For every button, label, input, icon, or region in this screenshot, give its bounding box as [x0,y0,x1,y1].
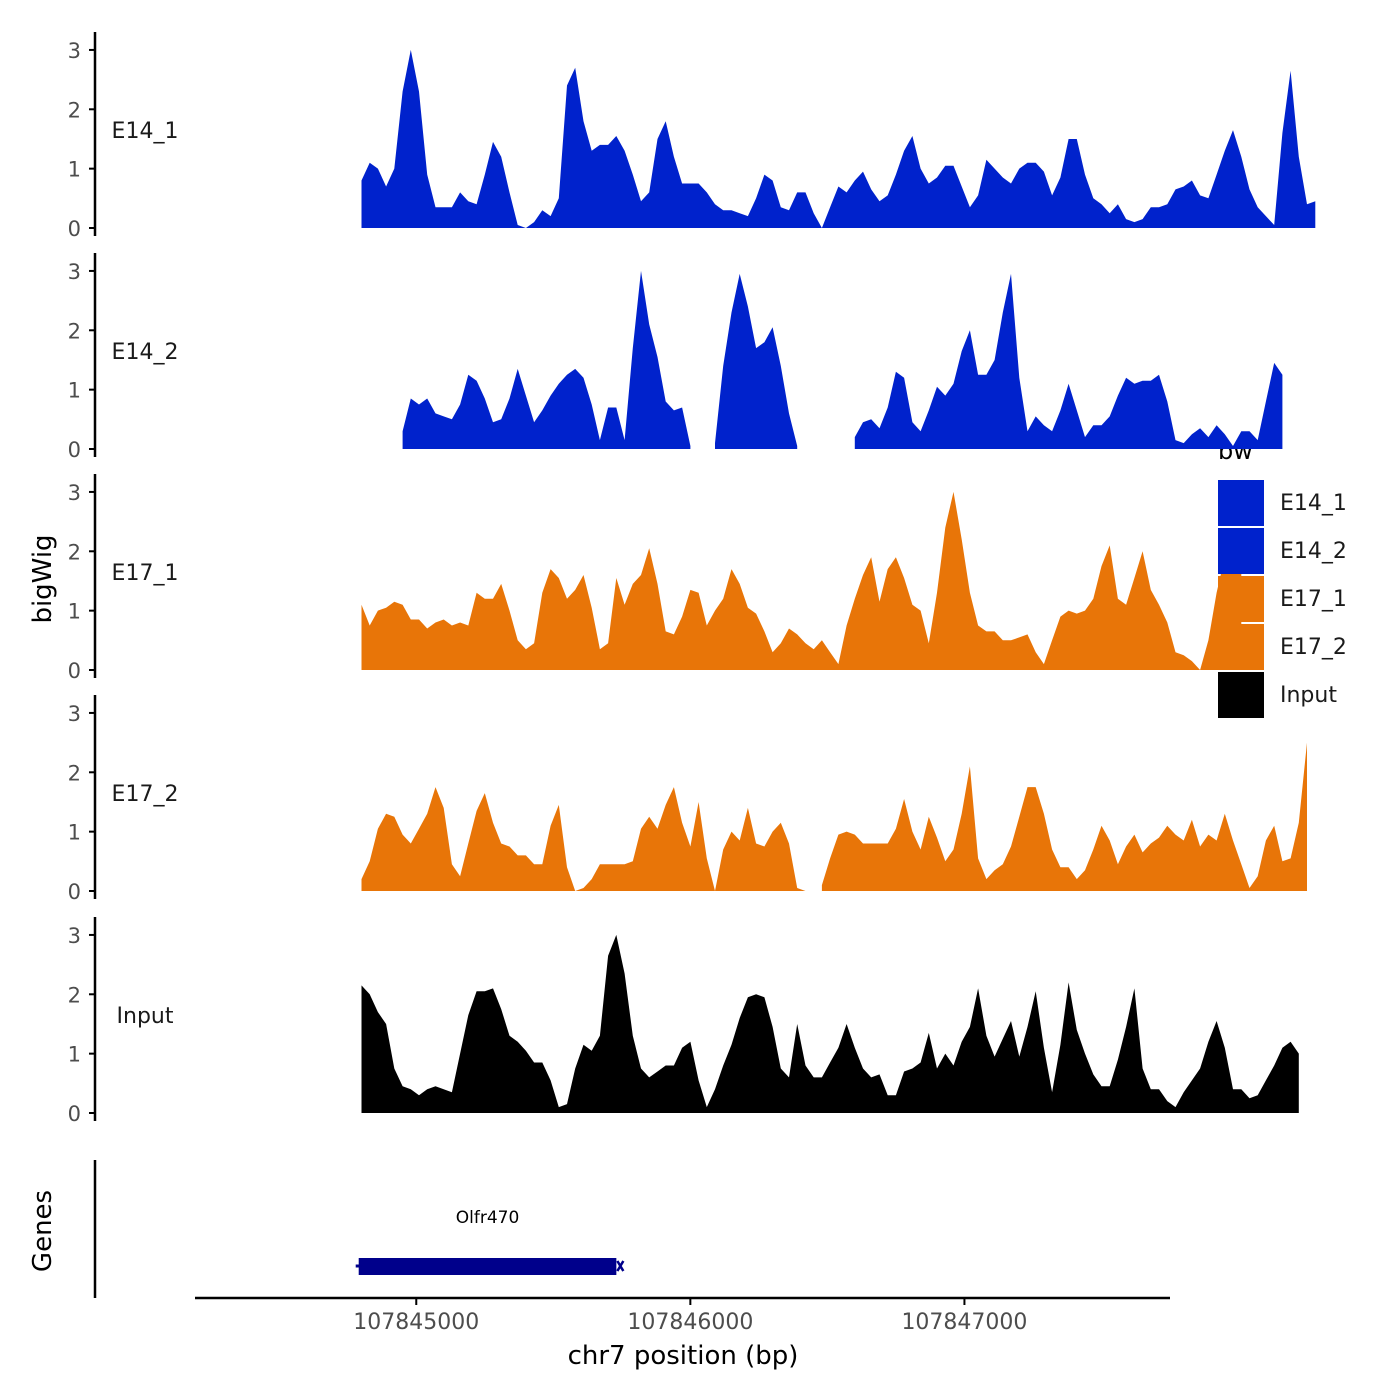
legend-label-E17_2: E17_2 [1280,635,1347,660]
x-tick-label-107847000: 107847000 [901,1310,1027,1335]
y-tick-label-E17_2-0: 0 [68,880,81,904]
legend-label-E14_2: E14_2 [1280,539,1347,564]
y-axis-title: bigWig [28,534,58,623]
legend-swatch-Input [1218,672,1264,718]
y-tick-label-Input-0: 0 [68,1102,81,1126]
area-series-E14_2 [402,270,1283,449]
area-series-E17_2 [361,742,1307,891]
area-series-E14_1 [361,49,1316,229]
x-tick-label-107845000: 107845000 [353,1310,479,1335]
y-tick-label-E17_1-2: 2 [68,540,81,564]
y-tick-label-E17_1-3: 3 [68,481,81,505]
y-tick-label-E14_1-1: 1 [68,158,81,182]
gene-body-Olfr470 [358,1258,617,1275]
y-tick-label-E14_2-0: 0 [68,438,81,462]
legend-swatch-E17_1 [1218,576,1264,622]
y-tick-label-E14_2-1: 1 [68,379,81,403]
y-tick-label-E17_1-1: 1 [68,600,81,624]
legend-swatch-E14_1 [1218,480,1264,526]
plot-layer: 0 1 2 3 E14_1 0 1 2 3 E14_2 0 1 2 3 E17_1 0 1 2 3 E17_2 0 1 2 3… [68,32,1347,1335]
x-axis-title: chr7 position (bp) [568,1341,799,1371]
y-tick-label-E14_1-0: 0 [68,217,81,241]
y-tick-label-E14_2-2: 2 [68,319,81,343]
legend-label-E17_1: E17_1 [1280,587,1347,612]
area-series-E17_1 [361,491,1242,670]
y-tick-label-E17_2-1: 1 [68,821,81,845]
track-label-Input: Input [117,1004,174,1029]
legend-label-Input: Input [1280,683,1337,708]
legend-label-E14_1: E14_1 [1280,491,1347,516]
gene-end-marker-Olfr470 [616,1260,625,1272]
y-tick-label-E17_1-0: 0 [68,659,81,683]
y-tick-label-E17_2-3: 3 [68,702,81,726]
track-label-E14_2: E14_2 [112,340,179,365]
y-tick-label-E14_2-3: 3 [68,260,81,284]
y-tick-label-E14_1-2: 2 [68,98,81,122]
track-label-E14_1: E14_1 [112,119,179,144]
track-label-E17_2: E17_2 [112,782,179,807]
y-tick-label-E14_1-3: 3 [68,39,81,63]
area-series-Input [361,934,1299,1113]
y-tick-label-Input-1: 1 [68,1043,81,1067]
legend-swatch-E14_2 [1218,528,1264,574]
genes-track-title: Genes [28,1190,58,1272]
track-label-E17_1: E17_1 [112,561,179,586]
gene-label-Olfr470: Olfr470 [456,1208,520,1228]
y-tick-label-Input-2: 2 [68,983,81,1007]
legend-swatch-E17_2 [1218,624,1264,670]
y-tick-label-E17_2-2: 2 [68,761,81,785]
y-tick-label-Input-3: 3 [68,924,81,948]
x-tick-label-107846000: 107846000 [627,1310,753,1335]
